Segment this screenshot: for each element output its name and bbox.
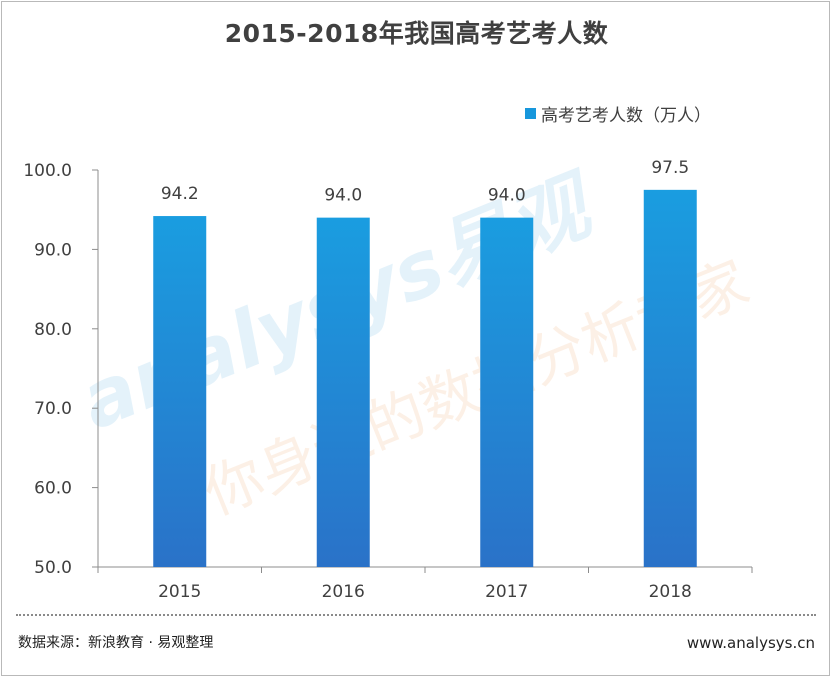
chart-title: 2015-2018年我国高考艺考人数 <box>224 19 609 48</box>
bars <box>153 189 697 567</box>
chart-legend: 高考艺考人数（万人） <box>525 101 711 126</box>
bar-2015 <box>153 216 207 567</box>
data-label-2015: 94.2 <box>161 184 199 204</box>
data-label-2016: 94.0 <box>324 186 362 206</box>
data-labels: 94.2 94.0 94.0 97.5 <box>161 158 689 206</box>
y-tick-label: 50.0 <box>34 558 72 578</box>
y-tick-label: 100.0 <box>23 161 72 181</box>
bar-2016 <box>316 217 370 567</box>
x-tick-label: 2015 <box>158 582 201 602</box>
website-url[interactable]: www.analysys.cn <box>686 634 815 652</box>
data-label-2017: 94.0 <box>488 186 526 206</box>
y-tick-label: 60.0 <box>34 479 72 499</box>
footer-divider <box>16 614 816 616</box>
data-source: 数据来源：新浪教育 · 易观整理 <box>18 635 214 651</box>
x-tick-label: 2016 <box>322 582 365 602</box>
data-label-2018: 97.5 <box>651 158 689 178</box>
y-axis: 50.0 60.0 70.0 80.0 90.0 100.0 <box>23 161 99 578</box>
y-tick-label: 80.0 <box>34 320 72 340</box>
legend-swatch <box>525 108 536 119</box>
bar-2017 <box>480 217 534 567</box>
legend-label: 高考艺考人数（万人） <box>541 106 711 126</box>
x-tick-label: 2017 <box>485 582 528 602</box>
bar-2018 <box>643 189 697 567</box>
x-tick-label: 2018 <box>649 582 692 602</box>
y-tick-label: 90.0 <box>34 240 72 260</box>
x-axis: 2015 2016 2017 2018 <box>97 566 753 602</box>
y-tick-label: 70.0 <box>34 399 72 419</box>
